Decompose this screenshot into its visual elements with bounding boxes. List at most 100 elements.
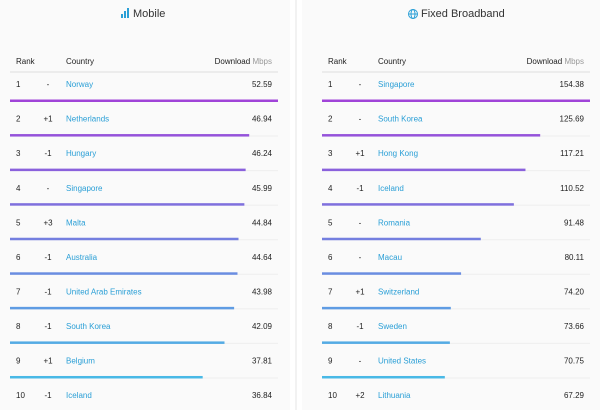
speed-bar	[10, 237, 239, 241]
speed-bar	[322, 306, 451, 310]
download-speed: 80.11	[565, 253, 585, 262]
rank: 4	[328, 184, 333, 193]
speed-bar	[10, 134, 250, 137]
download-speed: 36.84	[252, 391, 273, 400]
country: Singapore	[66, 184, 103, 193]
download-speed: 91.48	[564, 218, 585, 227]
speed-bar	[322, 134, 541, 137]
download-speed: 44.64	[252, 253, 273, 262]
rank: 3	[16, 149, 21, 158]
speed-bar	[322, 375, 445, 379]
column-header: Rank	[328, 57, 348, 66]
rank: 7	[16, 287, 21, 296]
rank: 9	[328, 357, 333, 366]
country: Netherlands	[66, 115, 109, 124]
rank-change: -	[359, 253, 362, 262]
country: Malta	[66, 218, 86, 227]
download-speed: 37.81	[252, 357, 273, 366]
rank: 7	[328, 287, 333, 296]
country: Sweden	[378, 322, 407, 331]
country: Australia	[66, 253, 98, 262]
speed-bar	[10, 306, 235, 310]
download-speed: 73.66	[564, 322, 585, 331]
country: United States	[378, 357, 426, 366]
country: Switzerland	[378, 287, 419, 296]
download-label: Download	[527, 57, 563, 66]
country: Hong Kong	[378, 149, 418, 158]
speed-bar	[10, 375, 203, 379]
globe-icon	[408, 9, 418, 19]
rank-change: -	[359, 218, 362, 227]
rank-change: -1	[356, 184, 364, 193]
download-speed: 70.75	[564, 357, 585, 366]
rank-change: -1	[44, 322, 52, 331]
speed-bar	[10, 168, 246, 172]
rank: 2	[328, 115, 333, 124]
rank: 3	[328, 149, 333, 158]
rank-change: +1	[355, 149, 365, 158]
country: Macau	[378, 253, 402, 262]
column-header: Rank	[16, 57, 36, 66]
download-speed: 52.59	[252, 80, 273, 89]
download-label: Download	[215, 57, 251, 66]
country: Lithuania	[378, 391, 411, 400]
rank-change: +2	[355, 391, 365, 400]
download-speed: 44.84	[252, 218, 273, 227]
rank-change: -1	[44, 149, 52, 158]
download-speed: 46.24	[252, 149, 273, 158]
rank: 4	[16, 184, 21, 193]
speed-bar	[322, 99, 590, 102]
rank: 9	[16, 357, 21, 366]
unit-label: Mbps	[252, 57, 272, 66]
country: Hungary	[66, 149, 96, 158]
download-speed: 42.09	[252, 322, 273, 331]
speed-bar	[10, 341, 225, 344]
speed-bar	[10, 99, 278, 102]
country: Belgium	[66, 357, 95, 366]
unit-label: Mbps	[564, 57, 584, 66]
download-speed: 43.98	[252, 287, 273, 296]
rank: 10	[328, 391, 337, 400]
column-header: Download Mbps	[215, 57, 272, 66]
column-header: Country	[66, 57, 94, 66]
download-speed: 45.99	[252, 184, 273, 193]
speed-bar	[322, 237, 481, 241]
rank: 6	[328, 253, 333, 262]
download-speed: 125.69	[560, 115, 585, 124]
download-speed: 46.94	[252, 115, 273, 124]
download-speed: 67.29	[564, 391, 585, 400]
rank-change: -	[359, 115, 362, 124]
rank: 2	[16, 115, 21, 124]
rank: 5	[328, 218, 333, 227]
rank: 10	[16, 391, 25, 400]
rank-change: -1	[44, 253, 52, 262]
speed-bar	[322, 168, 526, 172]
rank-change: -	[359, 357, 362, 366]
speed-bar	[10, 272, 238, 275]
download-speed: 117.21	[560, 149, 584, 158]
country: Singapore	[378, 80, 415, 89]
speed-bar	[322, 341, 450, 344]
country: Iceland	[66, 391, 92, 400]
panel-title: Fixed Broadband	[421, 8, 505, 20]
rank-change: -	[47, 80, 50, 89]
speed-bar	[322, 203, 514, 206]
rank: 1	[328, 80, 333, 89]
rank: 8	[16, 322, 21, 331]
rank-change: -1	[44, 287, 52, 296]
rank-change: +1	[355, 287, 365, 296]
mobile-icon	[121, 8, 129, 18]
country: Iceland	[378, 184, 404, 193]
rank: 1	[16, 80, 21, 89]
country: United Arab Emirates	[66, 287, 142, 296]
country: South Korea	[66, 322, 111, 331]
rank: 8	[328, 322, 333, 331]
column-header: Download Mbps	[527, 57, 584, 66]
download-speed: 154.38	[560, 80, 585, 89]
rank-change: +3	[43, 218, 53, 227]
country: Norway	[66, 80, 93, 89]
country: South Korea	[378, 115, 423, 124]
rank: 6	[16, 253, 21, 262]
rank-change: +1	[43, 357, 53, 366]
